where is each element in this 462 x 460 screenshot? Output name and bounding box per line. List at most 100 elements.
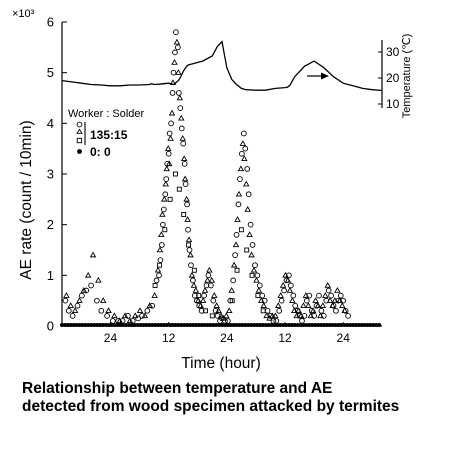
data-point-triangle	[116, 317, 123, 324]
data-point-triangle	[326, 297, 334, 303]
data-point-triangle	[184, 216, 191, 222]
data-point-triangle	[241, 155, 248, 162]
data-point-triangle	[305, 302, 312, 308]
data-point-dot	[237, 323, 242, 327]
data-point-triangle	[95, 276, 102, 283]
data-point-triangle	[190, 281, 198, 288]
data-point-circle	[191, 292, 198, 299]
data-point-triangle	[334, 287, 341, 293]
data-point-triangle	[331, 297, 339, 303]
data-point-square	[167, 196, 173, 202]
data-point-dot	[266, 323, 271, 327]
data-point-dot	[298, 323, 303, 327]
data-point-circle	[256, 282, 263, 289]
legend-circle-marker	[76, 121, 83, 128]
data-point-triangle	[162, 180, 170, 187]
data-point-dot	[89, 323, 94, 327]
data-point-circle	[160, 206, 167, 213]
data-point-circle	[156, 272, 162, 279]
data-point-dot	[83, 323, 88, 327]
data-point-triangle	[293, 312, 300, 319]
data-point-triangle	[192, 287, 200, 293]
data-point-triangle	[314, 302, 322, 308]
data-point-triangle	[163, 165, 171, 172]
data-point-triangle	[215, 307, 222, 314]
data-point-circle	[135, 315, 141, 322]
data-point-dot	[74, 323, 79, 327]
data-point-circle	[125, 313, 131, 319]
data-point-dot	[115, 323, 120, 327]
data-point-triangle	[71, 307, 79, 314]
data-point-dot	[286, 323, 291, 327]
data-point-triangle	[250, 266, 258, 273]
data-point-triangle	[188, 271, 196, 278]
data-point-triangle	[156, 246, 164, 253]
data-point-dot	[65, 323, 70, 327]
data-point-dot	[214, 323, 219, 327]
data-point-circle	[62, 297, 69, 304]
data-point-triangle	[201, 287, 209, 293]
data-point-triangle	[242, 180, 250, 187]
data-point-triangle	[131, 312, 139, 319]
data-point-dot	[156, 323, 160, 327]
data-point-dot	[80, 323, 85, 327]
data-point-dot	[199, 323, 204, 327]
y-ticks: 0 1 2 3 4 5 6	[47, 15, 67, 334]
data-point-dot	[112, 323, 117, 327]
data-point-dot	[106, 323, 111, 327]
data-point-dot	[185, 323, 190, 327]
data-point-circle	[149, 302, 156, 309]
data-point-triangle	[253, 276, 260, 283]
data-point-dot	[94, 323, 99, 327]
data-point-dot	[336, 323, 341, 327]
data-point-dot	[205, 323, 210, 327]
temperature-axis-label: Temperature (℃)	[401, 34, 413, 119]
data-point-circle	[196, 302, 203, 309]
data-point-dot	[304, 323, 309, 327]
data-point-circle	[233, 231, 240, 238]
data-point-triangle	[181, 175, 189, 182]
data-point-dot	[161, 323, 166, 327]
data-point-triangle	[257, 297, 265, 303]
y-tick-label: 3	[47, 167, 54, 182]
data-point-circle	[94, 297, 100, 304]
data-point-dot	[173, 323, 178, 327]
data-point-circle	[249, 242, 256, 248]
data-point-circle	[205, 272, 212, 279]
legend-dot-marker	[77, 149, 82, 154]
data-point-dot	[350, 323, 355, 327]
data-point-triangle	[175, 69, 182, 75]
data-point-triangle	[161, 195, 168, 202]
data-point-dot	[167, 323, 172, 327]
data-point-circle	[328, 292, 334, 299]
arrow-head	[321, 72, 329, 80]
temperature-line	[61, 40, 383, 92]
data-point-circle	[254, 272, 261, 279]
data-point-circle	[210, 297, 217, 304]
x-tick-label: 24	[337, 331, 351, 345]
x-axis-label: Time (hour)	[181, 355, 261, 372]
data-point-dot	[92, 323, 96, 327]
data-point-triangle	[151, 292, 158, 298]
data-point-square	[196, 293, 202, 299]
y-tick-label: 4	[47, 116, 54, 131]
legend: Worker : Solder 135:15 0: 0	[68, 108, 145, 159]
data-point-circle	[283, 277, 290, 284]
data-point-circle	[303, 297, 310, 304]
data-point-dot	[252, 323, 256, 327]
data-point-dot	[202, 323, 207, 327]
data-point-triangle	[165, 160, 173, 167]
data-point-dot	[348, 323, 352, 327]
data-point-triangle	[187, 251, 194, 258]
data-point-triangle	[169, 79, 177, 86]
data-point-circle	[308, 307, 315, 314]
data-point-triangle	[290, 307, 298, 314]
data-point-dot	[193, 323, 198, 327]
data-point-triangle	[300, 302, 307, 308]
data-point-dot	[269, 323, 274, 327]
data-point-dot	[263, 323, 268, 327]
data-point-dot	[301, 323, 306, 327]
data-point-circle	[235, 201, 242, 208]
data-point-dot	[281, 323, 286, 327]
data-point-circle	[212, 307, 219, 314]
